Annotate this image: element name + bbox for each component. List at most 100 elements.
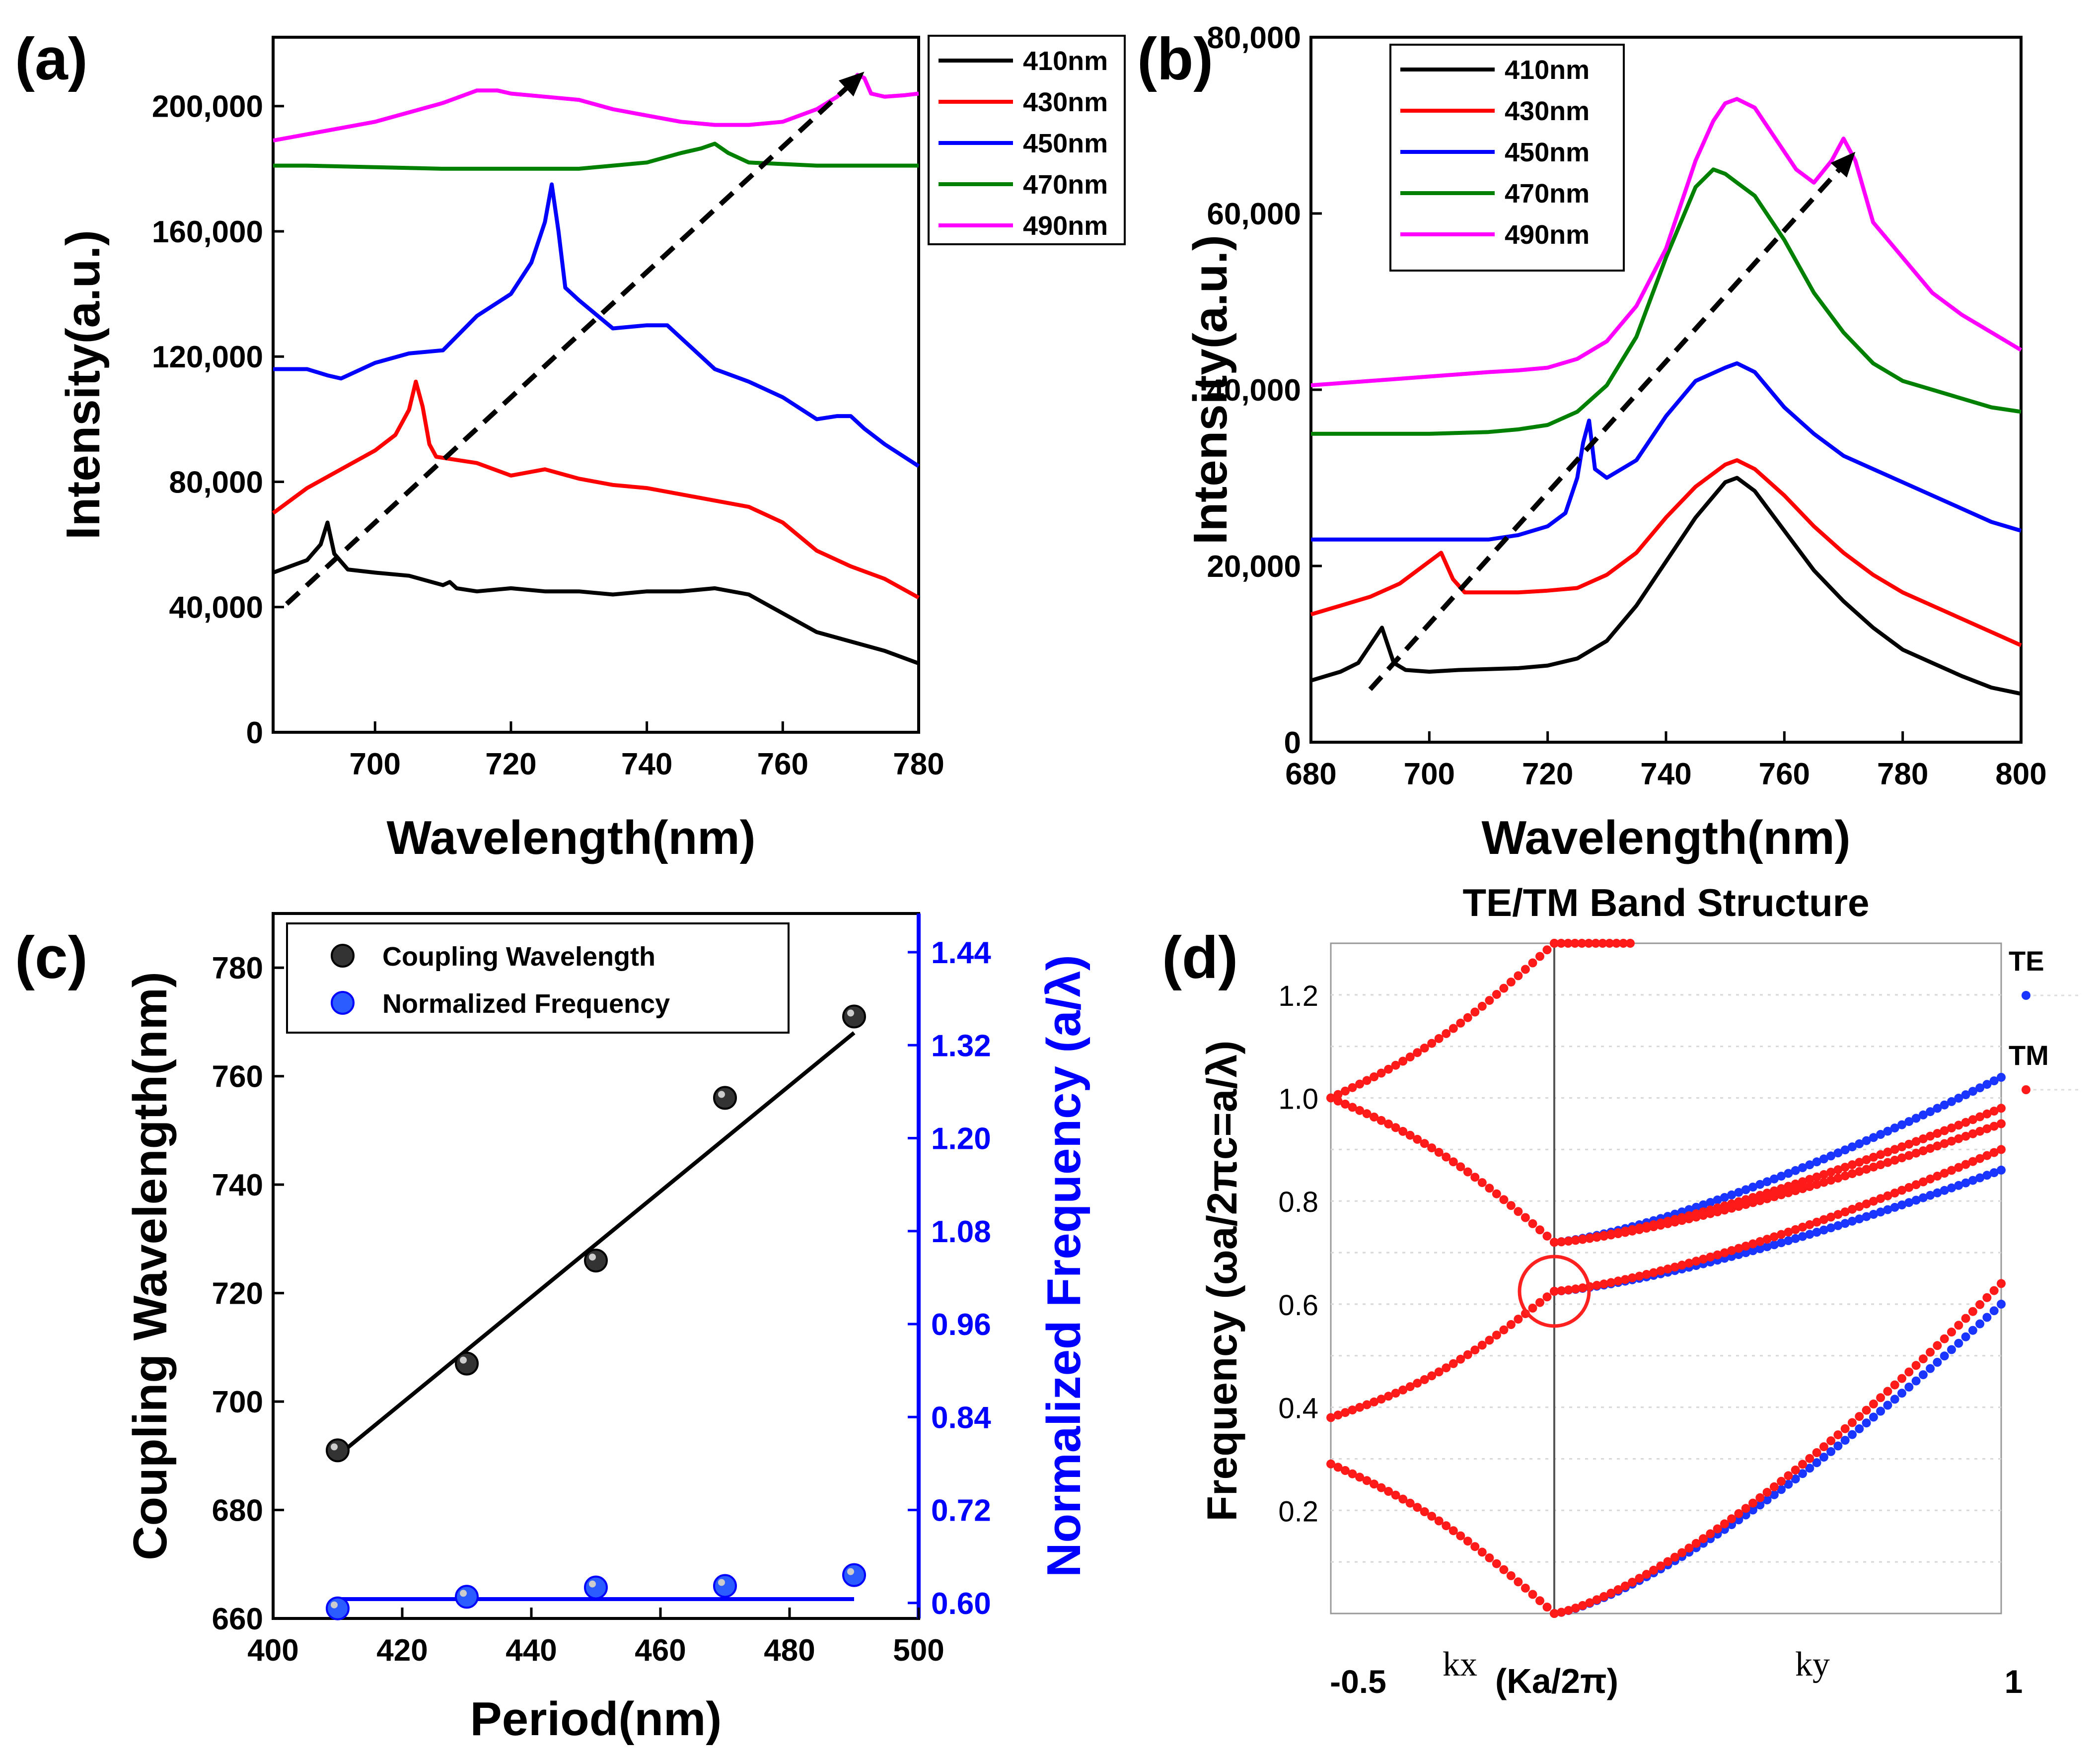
panel-c-xlabel: Period(nm) [470,1692,722,1746]
band-dot-TM [1563,939,1573,948]
band-dot-TM [1376,1483,1386,1492]
band-dot-TE [1855,1139,1864,1148]
band-dot-TM [1926,1174,1935,1184]
band-dot-TM [1642,1223,1651,1233]
band-dot-TM [1528,1219,1537,1228]
band-dot-TM [1585,1598,1594,1608]
band-dot-TE [1684,1205,1694,1214]
series-line-410nm [1310,476,2022,696]
band-dot-TM [1391,1123,1400,1132]
panel-a-series [272,72,920,666]
band-dot-TE [1911,1114,1921,1123]
band-dot-TM [1982,1109,1992,1119]
band-dot-TM [1341,1100,1350,1109]
band-dot-TE [1798,1163,1807,1172]
x-tick-label: 800 [1995,757,2046,791]
band-dot-TM [1997,1145,2006,1154]
band-dot-TM [1477,1001,1487,1011]
y-tick-label: 780 [212,951,263,985]
band-dot-TE [1961,1090,1970,1100]
y-tick-label: 160,000 [152,215,263,249]
band-dot-TM [1635,1574,1644,1583]
x-tick-label: 440 [506,1633,557,1668]
band-dot-TM [1326,1413,1335,1422]
band-dot-TM [1940,1139,1949,1148]
band-dot-TM [1855,1158,1864,1167]
band-dot-TM [1897,1186,1906,1195]
band-dot-TM [1391,1060,1400,1070]
data-point-highlight [718,1579,725,1586]
band-dot-TM [1585,1234,1594,1243]
band-dot-TM [1442,1152,1451,1162]
band-dot-TM [1826,1436,1836,1446]
panel-c-label: (c) [15,924,88,991]
band-dot-TM [1762,1235,1772,1244]
band-dot-TM [1869,1162,1878,1172]
band-dot-TE [1741,1185,1750,1194]
band-dot-TM [1628,1273,1637,1282]
band-dot-TM [1989,1107,1999,1116]
band-dot-TM [1362,1400,1372,1409]
band-dot-TM [1918,1134,1928,1143]
trend-arrow-head [838,71,865,97]
band-dot-TM [1954,1134,1963,1143]
x-tick-label: 480 [764,1633,815,1668]
series-line-490nm [1310,97,2023,388]
band-dot-TM [1535,1596,1544,1606]
y2-tick-label: 0.96 [931,1308,991,1342]
band-dot-TM [1592,1233,1601,1242]
band-dot-TE [1769,1174,1779,1184]
band-dot-TM [1706,1253,1715,1262]
band-dot-TM [1448,1157,1458,1167]
band-dot-TM [1376,1116,1386,1125]
band-dot-TE [1819,1225,1828,1235]
band-dot-TM [1362,1076,1372,1085]
band-dot-TE [1791,1166,1800,1175]
band-dot-TE [1904,1117,1914,1126]
panel-a-arrow [285,71,865,606]
y2-tick-label: 1.20 [931,1122,991,1156]
band-dot-TM [1477,1178,1487,1188]
band-dot-TM [1456,1018,1465,1028]
band-dot-TE [1748,1505,1757,1515]
band-dot-TM [1420,1139,1429,1148]
band-dot-TM [1528,1303,1537,1313]
band-dot-TE [1961,1178,1970,1188]
band-dot-TM [1784,1182,1793,1191]
legend-label: 490nm [1505,220,1590,250]
band-dot-TM [1876,1393,1885,1402]
trend-arrow-head [1830,151,1856,178]
band-dot-TE [1982,1080,1992,1089]
band-dot-TM [1405,1382,1415,1392]
band-dot-TM [1918,1146,1928,1155]
band-dot-TE [1855,1424,1864,1433]
band-dot-TM [1769,1232,1779,1242]
band-dot-TM [1578,1283,1588,1293]
band-dot-TE [1897,1120,1906,1129]
band-dot-TM [1542,945,1552,955]
band-dot-TM [1571,1604,1580,1613]
band-dot-TM [1727,1514,1737,1524]
data-point [842,1563,866,1587]
band-dot-TM [1564,1285,1573,1295]
band-dot-TE [1840,1436,1850,1445]
band-dot-TE [1798,1469,1807,1478]
band-dot-TM [1398,1385,1408,1395]
panel-c-ylabel: Coupling Wavelength(nm) [124,972,177,1560]
y-tick-label: 40,000 [1207,373,1301,408]
band-dot-TM [1492,1559,1501,1568]
band-dot-TM [1926,1144,1935,1153]
fit-line-coupling-wavelength [336,1031,856,1458]
band-dot-TM [1564,1237,1573,1246]
band-dot-TM [1370,1397,1379,1406]
y2-tick-label: 1.44 [931,936,991,970]
x-tick-label: 780 [1877,757,1928,791]
panel-d-ticks: 0.2 0.4 0.6 0.8 1.0 1.2 [1278,980,1318,1528]
band-dot-TE [1755,1180,1765,1189]
data-point [713,1574,737,1598]
band-dot-TM [1883,1191,1892,1200]
band-dot-TM [1362,1476,1372,1485]
band-dot-TE [1848,1430,1857,1439]
x-tick-label: 700 [1404,757,1455,791]
panel-b: (b) 680 700 720 740 760 780 800 0 20,000 40,000 60… [1137,21,2047,864]
